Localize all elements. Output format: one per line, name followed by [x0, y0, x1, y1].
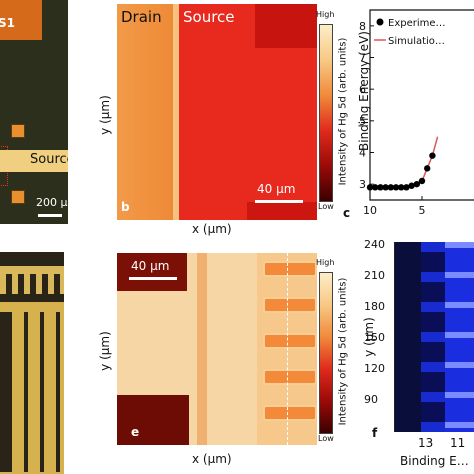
panel-c-data-point — [387, 184, 394, 191]
panel-c-data-point — [429, 152, 436, 159]
panel-a-scale-text: 200 µm — [36, 196, 68, 209]
panel-c-data-point — [398, 184, 405, 191]
finger — [263, 261, 317, 277]
top-left-pad — [117, 253, 187, 291]
panel-b-map: Drain Source 40 µm b — [117, 4, 317, 220]
panel-c-letter: c — [343, 206, 351, 220]
panel-c-data-point — [424, 165, 431, 172]
panel-c-ylabel: Binding Energy (eV) — [357, 31, 371, 151]
panel-e-colorbar-high: High — [316, 258, 335, 267]
panel-c-legend-label: Simulatio… — [388, 36, 445, 47]
panel-c-data-point — [382, 184, 389, 191]
panel-c-data-point — [413, 180, 420, 188]
panel-c-data-point — [408, 182, 415, 189]
panel-b-source-label: Source — [183, 8, 235, 26]
panel-a-image: S1 Source 200 µm — [0, 0, 68, 224]
panel-f-ytick: 120 — [364, 362, 385, 375]
panel-c-xtick-label: 5 — [419, 204, 426, 217]
panel-a-orange-pad — [0, 0, 42, 40]
source-pad — [0, 150, 68, 172]
finger — [263, 369, 317, 385]
panel-b-drain-label: Drain — [121, 8, 162, 26]
panel-f-xtick: 13 — [418, 436, 434, 450]
panel-a-source-label: Source — [30, 152, 68, 167]
panel-f-ytick: 210 — [364, 269, 385, 282]
panel-b-colorbar-low: Low — [318, 202, 334, 211]
panel-e-xlabel: x (µm) — [192, 452, 232, 466]
panel-f-map — [394, 242, 474, 432]
source-pad-dark — [255, 4, 317, 48]
panel-c-data-point — [366, 184, 374, 191]
serpentine-gap — [8, 312, 64, 472]
drain-region — [117, 4, 175, 220]
panel-c-ytick-label: 6 — [359, 83, 366, 96]
panel-e-ylabel: y (µm) — [98, 331, 112, 371]
panel-e-letter: e — [131, 425, 140, 439]
panel-c-legend-label: Experime… — [388, 18, 446, 29]
panel-c-data-point — [418, 177, 426, 185]
channel-gap — [173, 4, 179, 220]
panel-e-colorbar — [319, 272, 333, 434]
panel-b-colorbar-high: High — [316, 10, 335, 19]
panel-f-ytick: 90 — [364, 393, 378, 406]
panel-c-simulation-line — [370, 136, 439, 189]
finger — [263, 333, 317, 349]
serpentine-fill — [0, 312, 10, 472]
panel-b-scale-text: 40 µm — [257, 182, 296, 196]
panel-c-xtick-label: 10 — [363, 204, 377, 217]
panel-f-ytick: 150 — [364, 331, 385, 344]
panel-c-ytick-label: 5 — [359, 115, 366, 128]
panel-b-colorbar — [319, 24, 333, 202]
panel-e-scale-text: 40 µm — [131, 259, 170, 273]
finger — [263, 405, 317, 421]
panel-b-xlabel: x (µm) — [192, 222, 232, 236]
finger — [263, 297, 317, 313]
scale-bar — [38, 214, 62, 217]
panel-c-data-point — [403, 184, 410, 191]
dashed-line — [287, 253, 288, 445]
panel-f-ytick: 180 — [364, 300, 385, 313]
panel-d-image — [0, 252, 64, 474]
top-electrode — [0, 266, 64, 274]
panel-b-letter: b — [121, 200, 130, 214]
panel-c-legend-marker — [376, 18, 384, 26]
panel-f-letter: f — [372, 426, 378, 440]
panel-e-colorbar-label: Intensity of Hg 5d (arb. units) — [337, 277, 349, 426]
panel-c-ytick-label: 8 — [359, 20, 366, 33]
panel-c-chart: 3 4 5 6 7 8 10 5 Experime… Simulatio… — [359, 9, 474, 217]
scale-bar — [129, 277, 177, 280]
panel-f-ytick: 240 — [364, 238, 385, 251]
panel-b-ylabel: y (µm) — [98, 95, 112, 135]
band — [445, 242, 474, 432]
marker-square — [11, 190, 25, 204]
panel-c-data-point — [377, 184, 384, 191]
panel-c-ytick-label: 4 — [359, 147, 366, 160]
panel-a-corner-label: S1 — [0, 16, 15, 30]
panel-e-map: 40 µm e — [117, 253, 317, 445]
top-electrode-comb — [0, 274, 64, 294]
panel-f-xlabel: Binding E… — [400, 454, 469, 468]
source-pad-dark — [247, 202, 317, 220]
panel-c-ytick-label: 7 — [359, 52, 366, 65]
bottom-left-pad — [117, 395, 189, 445]
panel-f-xtick: 11 — [450, 436, 466, 450]
panel-e-colorbar-low: Low — [318, 434, 334, 443]
panel-c-data-point — [372, 184, 379, 191]
scale-bar — [255, 200, 303, 203]
panel-c-ytick-label: 3 — [359, 178, 366, 191]
panel-c-data-point — [392, 184, 400, 191]
marker-square — [11, 124, 25, 138]
right-electrode — [197, 253, 207, 445]
